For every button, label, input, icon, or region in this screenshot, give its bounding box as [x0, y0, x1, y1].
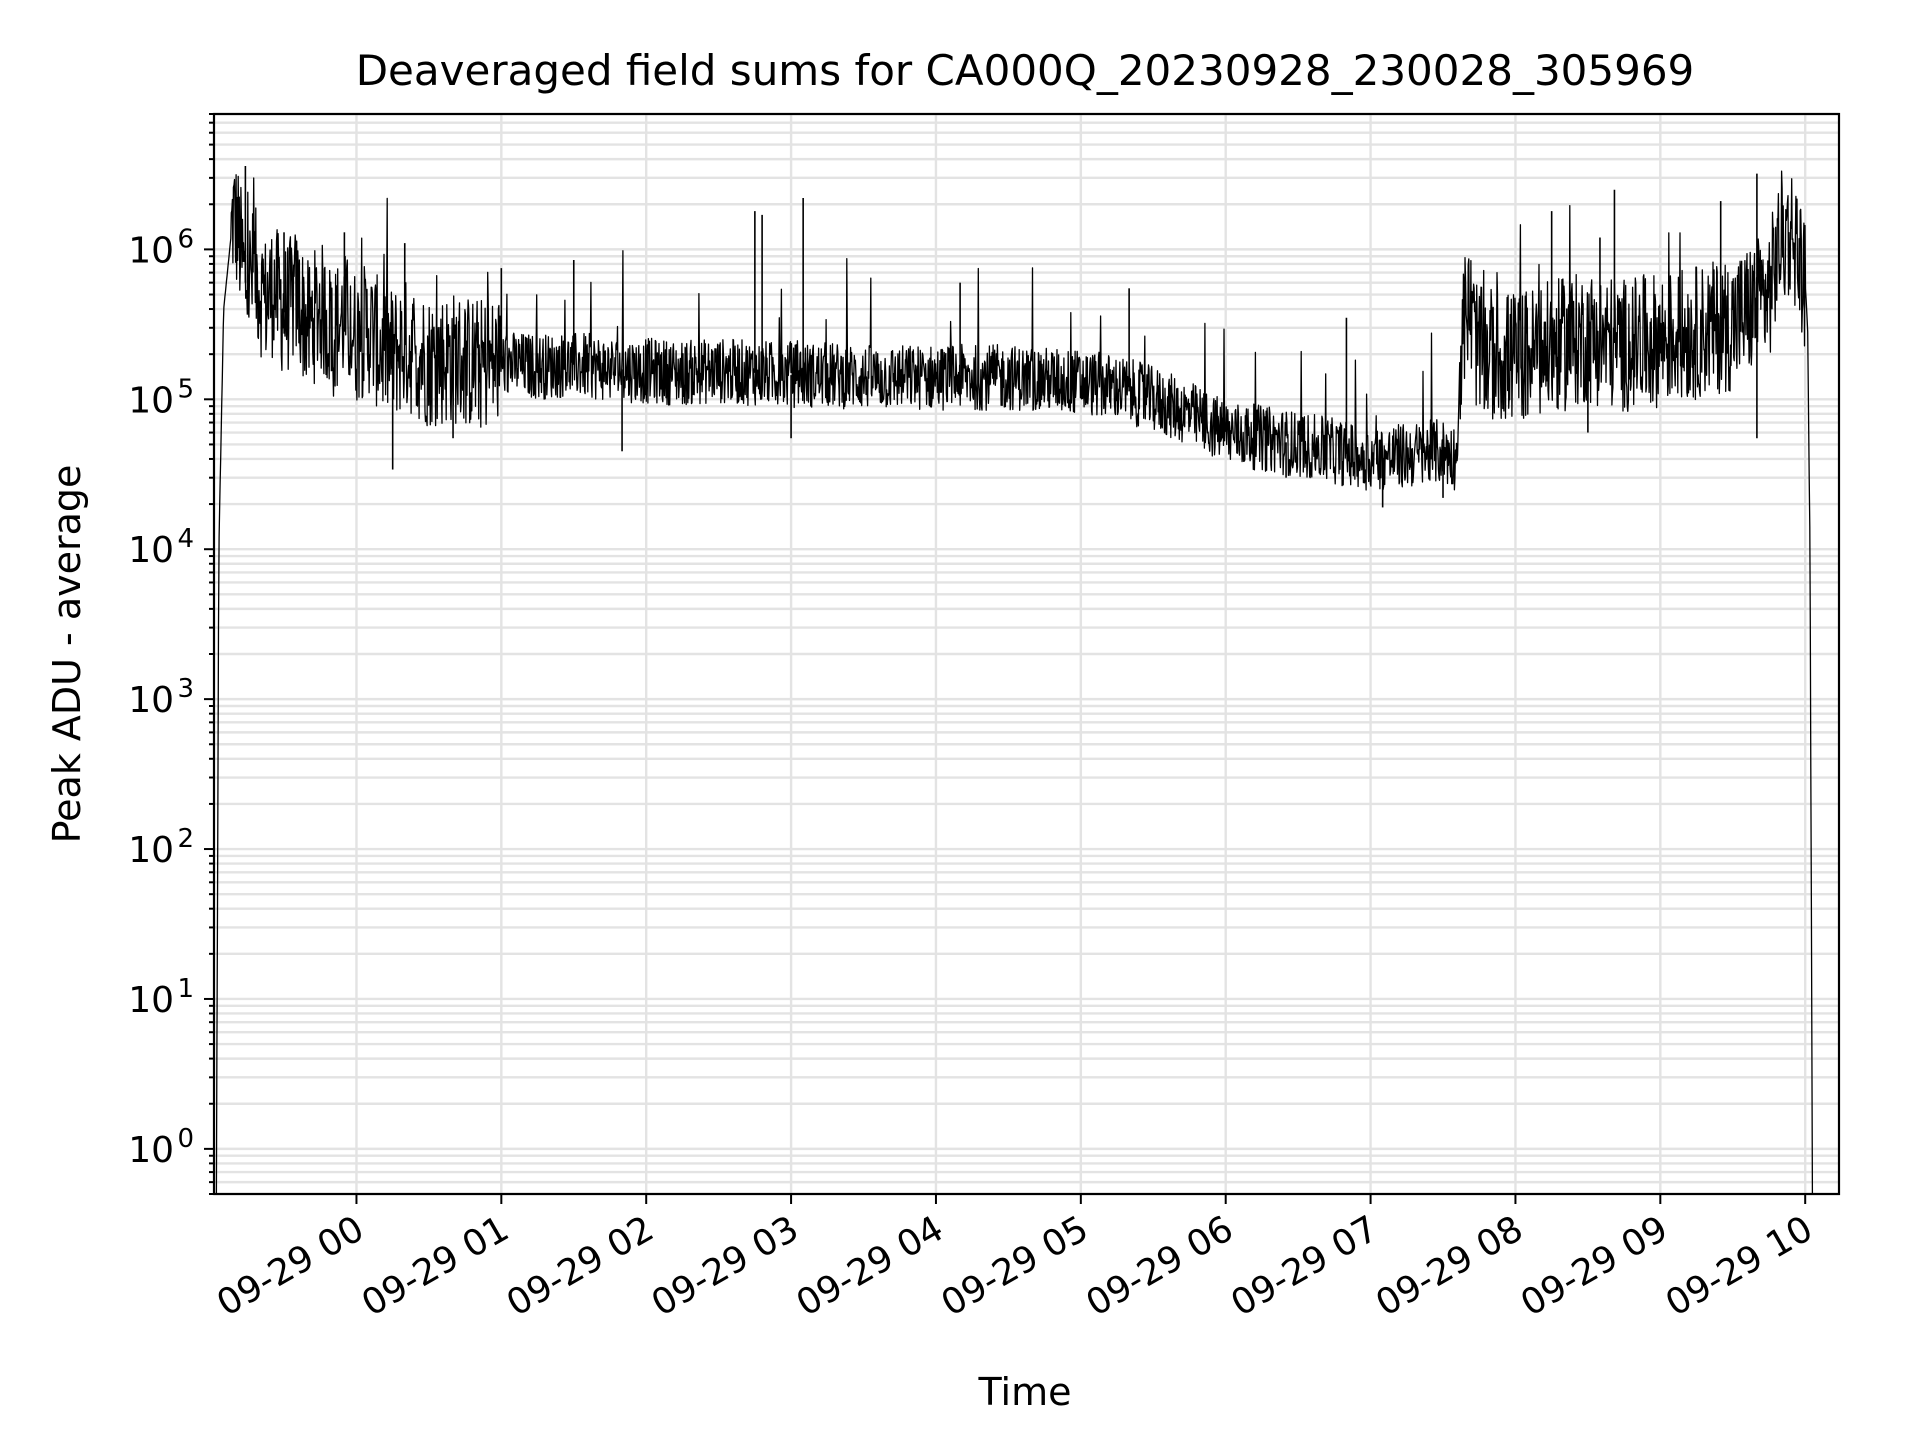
y-tick-label: 10	[128, 380, 174, 421]
y-tick-label: 10	[128, 530, 174, 571]
x-tick-label: 09-29 04	[790, 1208, 951, 1324]
y-tick-label: 10	[128, 830, 174, 871]
y-tick-exponent: 1	[177, 974, 194, 1004]
series-line	[215, 170, 1814, 1195]
y-tick-label: 10	[128, 230, 174, 271]
y-tick-exponent: 4	[177, 524, 194, 554]
series-layer	[215, 165, 1814, 1195]
grid	[214, 112, 1839, 1196]
y-tick-label: 10	[128, 980, 174, 1021]
x-tick-label: 09-29 03	[645, 1208, 806, 1324]
x-axis-label: Time	[978, 1370, 1072, 1414]
x-tick-label: 09-29 06	[1080, 1208, 1241, 1324]
x-tick-label: 09-29 05	[935, 1208, 1096, 1324]
x-tick-label: 09-29 09	[1514, 1208, 1675, 1324]
y-tick-exponent: 0	[177, 1124, 194, 1154]
y-tick-label: 10	[128, 1130, 174, 1171]
y-axis-label: Peak ADU - average	[45, 465, 89, 844]
x-tick-label: 09-29 10	[1659, 1208, 1820, 1324]
y-tick-exponent: 5	[177, 374, 194, 404]
x-tick-label: 09-29 00	[210, 1208, 371, 1324]
x-tick-label: 09-29 02	[500, 1208, 661, 1324]
x-tick-label: 09-29 01	[355, 1208, 516, 1324]
y-tick-exponent: 3	[177, 674, 194, 704]
x-tick-label: 09-29 07	[1224, 1208, 1385, 1324]
y-tick-exponent: 6	[177, 224, 194, 254]
y-tick-label: 10	[128, 680, 174, 721]
chart-title: Deaveraged field sums for CA000Q_2023092…	[356, 46, 1695, 95]
y-tick-exponent: 2	[177, 824, 194, 854]
x-tick-label: 09-29 08	[1369, 1208, 1530, 1324]
